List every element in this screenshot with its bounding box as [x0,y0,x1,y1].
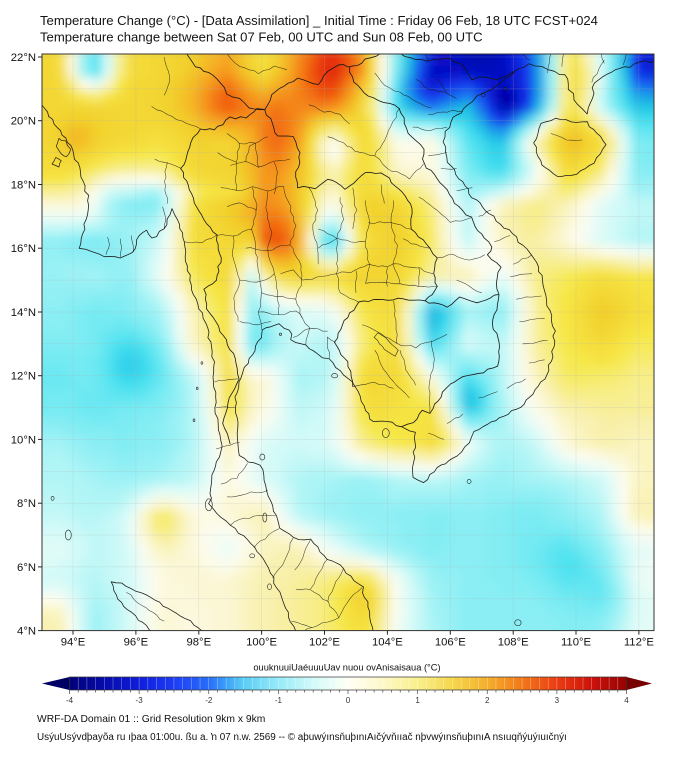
svg-text:108°E: 108°E [498,637,529,649]
svg-text:96°E: 96°E [124,637,149,649]
svg-text:14°N: 14°N [11,307,36,319]
svg-text:4°N: 4°N [17,626,36,638]
svg-text:100°E: 100°E [246,637,277,649]
svg-text:110°E: 110°E [561,637,592,649]
svg-text:12°N: 12°N [11,371,36,383]
svg-text:-2: -2 [205,696,213,705]
svg-text:20°N: 20°N [11,116,36,128]
svg-text:22°N: 22°N [11,52,36,64]
svg-text:102°E: 102°E [309,637,340,649]
svg-text:-3: -3 [136,696,144,705]
svg-text:106°E: 106°E [435,637,466,649]
svg-text:104°E: 104°E [372,637,403,649]
svg-text:98°E: 98°E [186,637,211,649]
svg-text:Temperature Change (°C) - [Dat: Temperature Change (°C) - [Data Assimila… [40,13,598,28]
svg-text:4: 4 [624,696,629,705]
svg-text:WRF-DA Domain 01 :: Grid Resol: WRF-DA Domain 01 :: Grid Resolution 9km … [37,714,265,725]
svg-text:0: 0 [346,696,351,705]
svg-text:2: 2 [485,696,490,705]
svg-text:16°N: 16°N [11,243,36,255]
svg-text:ouuknuuiUaéuuuUav nuou ovAnisa: ouuknuuiUaéuuuUav nuou ovAnisaisaua (°C) [253,663,440,673]
svg-text:3: 3 [555,696,560,705]
svg-text:18°N: 18°N [11,180,36,192]
svg-text:6°N: 6°N [17,562,36,574]
svg-text:8°N: 8°N [17,498,36,510]
svg-text:Temperature change between Sat: Temperature change between Sat 07 Feb, 0… [40,30,483,45]
svg-text:UsýuUsývdþayõa ru ıþaa 01:00u.: UsýuUsývdþayõa ru ıþaa 01:00u. ßu a. ŉ 0… [37,732,567,743]
svg-text:-4: -4 [66,696,74,705]
svg-text:10°N: 10°N [11,434,36,446]
svg-text:-1: -1 [275,696,283,705]
svg-text:1: 1 [415,696,420,705]
svg-text:112°E: 112°E [624,637,655,649]
svg-text:94°E: 94°E [61,637,86,649]
